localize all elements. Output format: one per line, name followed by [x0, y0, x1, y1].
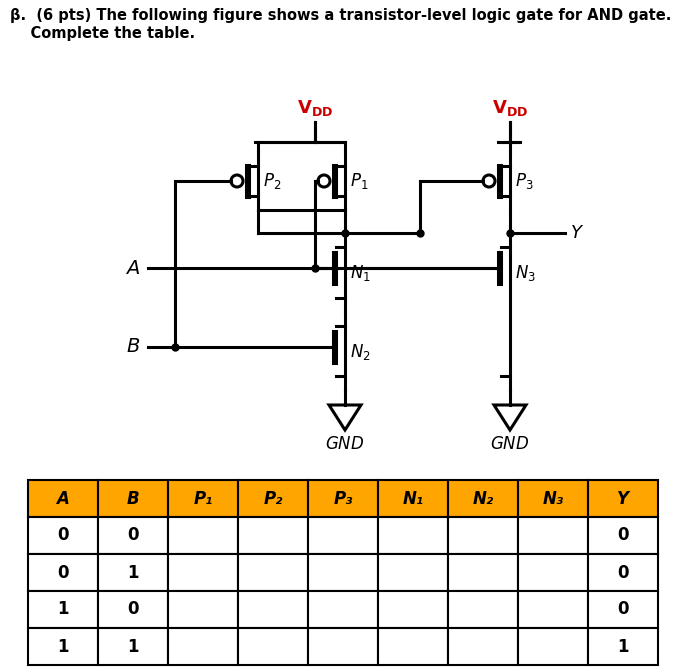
Polygon shape — [518, 591, 588, 628]
Polygon shape — [588, 628, 658, 665]
Polygon shape — [518, 554, 588, 591]
Text: 0: 0 — [617, 527, 629, 544]
Polygon shape — [378, 591, 448, 628]
Polygon shape — [238, 517, 308, 554]
Text: P₂: P₂ — [263, 490, 282, 507]
Text: $A$: $A$ — [125, 258, 140, 278]
Text: $\mathbf{V_{DD}}$: $\mathbf{V_{DD}}$ — [297, 98, 333, 118]
Text: $P_2$: $P_2$ — [263, 171, 281, 191]
Polygon shape — [308, 517, 378, 554]
Text: N₃: N₃ — [542, 490, 564, 507]
Text: $B$: $B$ — [126, 338, 140, 356]
Polygon shape — [98, 554, 168, 591]
Text: $Y$: $Y$ — [570, 224, 584, 242]
Text: 1: 1 — [57, 637, 69, 656]
Polygon shape — [28, 628, 98, 665]
Polygon shape — [238, 480, 308, 517]
Polygon shape — [168, 591, 238, 628]
Polygon shape — [378, 554, 448, 591]
Polygon shape — [518, 517, 588, 554]
Polygon shape — [588, 554, 658, 591]
Text: $GND$: $GND$ — [490, 435, 529, 453]
Polygon shape — [448, 628, 518, 665]
Polygon shape — [98, 517, 168, 554]
Polygon shape — [168, 480, 238, 517]
Polygon shape — [378, 628, 448, 665]
Polygon shape — [168, 554, 238, 591]
Polygon shape — [588, 517, 658, 554]
Polygon shape — [448, 517, 518, 554]
Text: N₂: N₂ — [473, 490, 494, 507]
Polygon shape — [168, 517, 238, 554]
Text: β.  (6 pts) The following figure shows a transistor-level logic gate for AND gat: β. (6 pts) The following figure shows a … — [10, 8, 672, 23]
Text: 1: 1 — [127, 637, 139, 656]
Polygon shape — [448, 554, 518, 591]
Text: $P_1$: $P_1$ — [350, 171, 369, 191]
Polygon shape — [308, 480, 378, 517]
Polygon shape — [378, 517, 448, 554]
Polygon shape — [378, 480, 448, 517]
Polygon shape — [448, 480, 518, 517]
Polygon shape — [28, 480, 98, 517]
Polygon shape — [98, 628, 168, 665]
Polygon shape — [28, 517, 98, 554]
Text: $N_1$: $N_1$ — [350, 263, 371, 283]
Text: B: B — [127, 490, 140, 507]
Text: $\mathbf{V_{DD}}$: $\mathbf{V_{DD}}$ — [492, 98, 528, 118]
Text: 1: 1 — [617, 637, 629, 656]
Text: 0: 0 — [617, 601, 629, 619]
Polygon shape — [308, 628, 378, 665]
Text: 0: 0 — [617, 564, 629, 582]
Text: 1: 1 — [57, 601, 69, 619]
Text: Y: Y — [617, 490, 629, 507]
Text: A: A — [57, 490, 70, 507]
Polygon shape — [28, 554, 98, 591]
Polygon shape — [588, 480, 658, 517]
Text: 0: 0 — [57, 527, 69, 544]
Polygon shape — [308, 591, 378, 628]
Text: $P_3$: $P_3$ — [515, 171, 534, 191]
Polygon shape — [238, 554, 308, 591]
Text: 1: 1 — [127, 564, 139, 582]
Polygon shape — [168, 628, 238, 665]
Polygon shape — [238, 628, 308, 665]
Text: $GND$: $GND$ — [326, 435, 365, 453]
Text: $N_3$: $N_3$ — [515, 263, 536, 283]
Text: P₁: P₁ — [194, 490, 213, 507]
Polygon shape — [588, 591, 658, 628]
Text: P₃: P₃ — [333, 490, 353, 507]
Polygon shape — [448, 591, 518, 628]
Polygon shape — [28, 591, 98, 628]
Text: N₁: N₁ — [402, 490, 423, 507]
Polygon shape — [98, 480, 168, 517]
Polygon shape — [518, 628, 588, 665]
Text: 0: 0 — [127, 601, 139, 619]
Polygon shape — [518, 480, 588, 517]
Text: 0: 0 — [127, 527, 139, 544]
Text: Complete the table.: Complete the table. — [10, 26, 195, 41]
Polygon shape — [308, 554, 378, 591]
Polygon shape — [238, 591, 308, 628]
Polygon shape — [98, 591, 168, 628]
Text: $N_2$: $N_2$ — [350, 342, 371, 362]
Text: 0: 0 — [57, 564, 69, 582]
